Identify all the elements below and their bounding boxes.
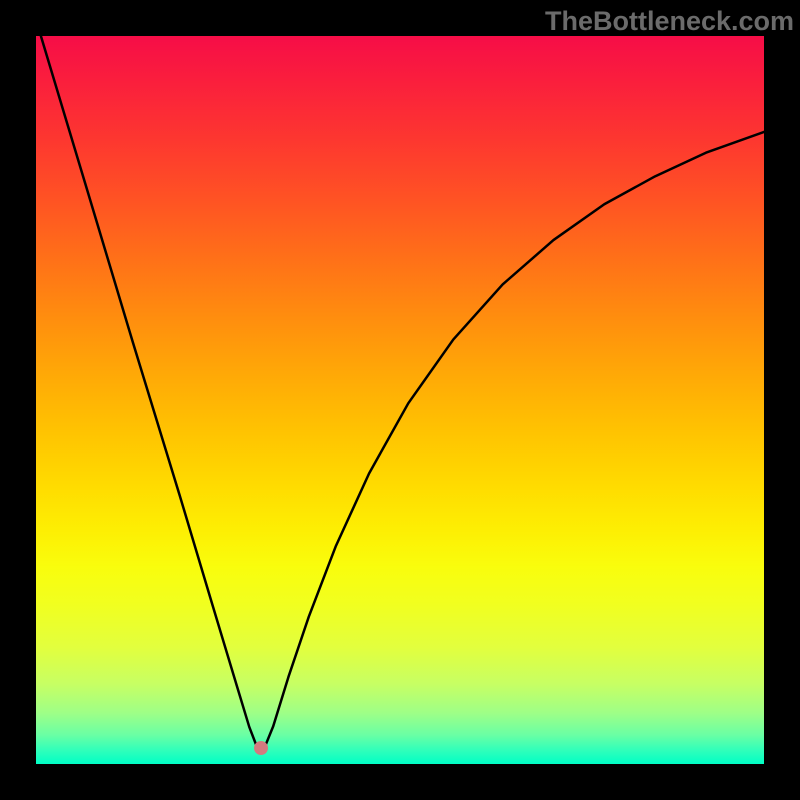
plot-area	[36, 36, 764, 764]
bottleneck-curve	[36, 36, 764, 764]
optimal-point-marker	[254, 741, 268, 755]
watermark-text: TheBottleneck.com	[545, 6, 794, 37]
chart-container: { "meta": { "image_size": { "width": 800…	[0, 0, 800, 800]
